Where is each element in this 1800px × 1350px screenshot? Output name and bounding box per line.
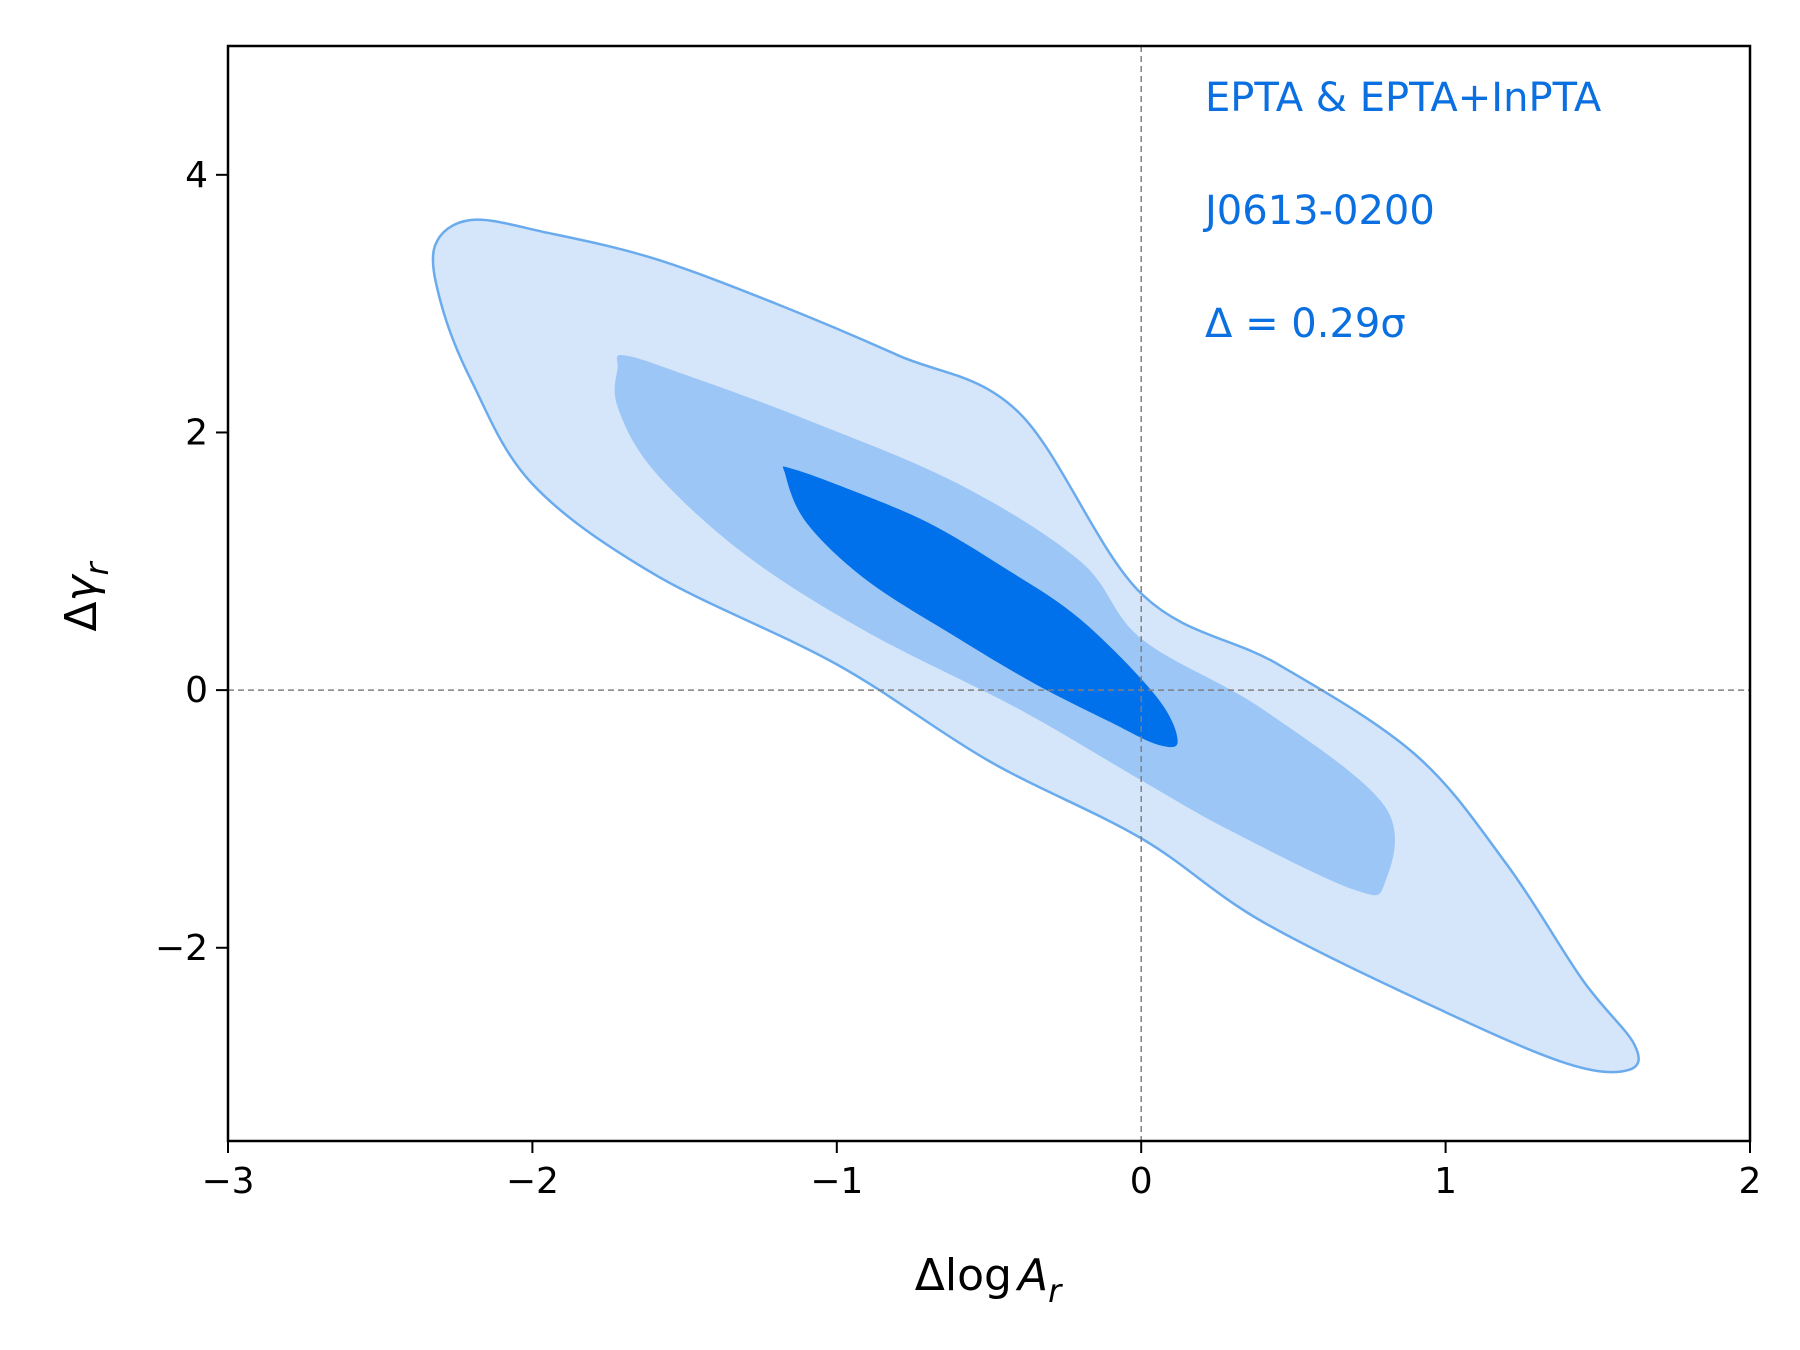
annotation-pulsar: J0613-0200 xyxy=(1202,188,1435,234)
y-tick-label: 4 xyxy=(185,155,208,196)
y-axis-label-main: Δ xyxy=(56,602,107,632)
x-axis-label-main: Δlog xyxy=(915,1250,1012,1301)
contour-inner xyxy=(782,466,1178,748)
x-tick-label: −1 xyxy=(810,1161,863,1202)
y-tick-label: 2 xyxy=(185,412,208,453)
plot-frame xyxy=(226,44,1752,1143)
x-tick-label: 2 xyxy=(1739,1161,1762,1202)
x-axis-label: Δlog Ar xyxy=(915,1250,1063,1310)
x-tick-label: −2 xyxy=(506,1161,559,1202)
x-tick-label: 0 xyxy=(1130,1161,1153,1202)
axis-ticks: −3 −2 −1 0 1 2 −2 0 2 4 xyxy=(155,155,1762,1202)
y-axis-label-var: γ xyxy=(56,574,107,602)
y-axis-label: Δγr xyxy=(56,561,116,632)
annotation-dataset: EPTA & EPTA+InPTA xyxy=(1205,75,1602,121)
x-axis-label-var: A xyxy=(1015,1250,1048,1301)
x-axis-label-sub: r xyxy=(1048,1272,1063,1310)
y-tick-label: −2 xyxy=(155,928,208,969)
contour-layer xyxy=(431,218,1640,1074)
y-tick-label: 0 xyxy=(185,670,208,711)
reference-lines xyxy=(228,46,1750,1141)
x-tick-label: 1 xyxy=(1434,1161,1457,1202)
y-axis-label-sub: r xyxy=(78,561,116,576)
annotation-delta: Δ = 0.29σ xyxy=(1205,301,1406,347)
x-tick-label: −3 xyxy=(201,1161,254,1202)
